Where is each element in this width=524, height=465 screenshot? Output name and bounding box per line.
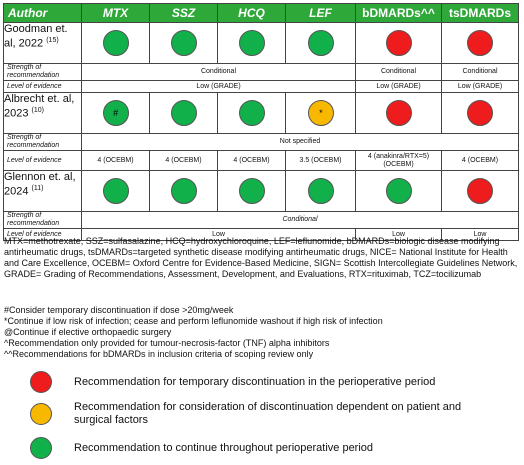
strength-value: Conditional: [355, 63, 442, 81]
evidence-value: 4 (OCEBM): [217, 150, 286, 171]
evidence-value: Low: [81, 228, 356, 241]
strength-label: Strength of recommendation: [3, 133, 82, 151]
study-ref: (10): [31, 107, 44, 114]
header-tsdmards: tsDMARDs: [441, 3, 519, 23]
footnote: @Continue if elective orthopaedic surger…: [4, 327, 172, 337]
study-cell: Glennon et. al, 2024 (11): [3, 170, 82, 212]
green-circle-icon: [238, 100, 265, 126]
strength-row: Strength of recommendation Conditional C…: [3, 63, 519, 81]
evidence-value: Low: [355, 228, 442, 241]
green-circle-icon: [170, 30, 197, 56]
evidence-label: Level of evidence: [3, 150, 82, 171]
red-circle-icon: [30, 371, 52, 393]
footnote: ^^Recommendations for bDMARDs in inclusi…: [4, 349, 314, 359]
green-circle-icon: [385, 178, 412, 204]
evidence-row: Level of evidence Low Low Low: [3, 228, 519, 241]
study-cell: Goodman et. al, 2022 (15): [3, 22, 82, 64]
legend-text: Recommendation to continue throughout pe…: [74, 441, 374, 454]
footnotes: #Consider temporary discontinuation if d…: [4, 305, 519, 360]
red-circle-icon: [385, 100, 412, 126]
study-name: Albrecht et. al, 2023: [4, 93, 75, 120]
study-name: Glennon et. al, 2024: [4, 171, 76, 198]
evidence-value: 4 (OCEBM): [81, 150, 150, 171]
green-circle-icon: [238, 178, 265, 204]
evidence-value: Low (GRADE): [355, 80, 442, 93]
study-ref: (15): [46, 37, 59, 44]
green-circle-icon: #: [102, 100, 129, 126]
green-circle-icon: [30, 437, 52, 459]
evidence-value: 4 (OCEBM): [441, 150, 519, 171]
green-circle-icon: [170, 178, 197, 204]
strength-row: Strength of recommendation Not specified: [3, 133, 519, 151]
table-row: Albrecht et. al, 2023 (10) # *: [3, 92, 519, 134]
header-lef: LEF: [285, 3, 356, 23]
table-row: Goodman et. al, 2022 (15): [3, 22, 519, 64]
header-bdmards: bDMARDs^^: [355, 3, 442, 23]
green-circle-icon: [238, 30, 265, 56]
evidence-row: Level of evidence Low (GRADE) Low (GRADE…: [3, 80, 519, 93]
study-name: Goodman et. al, 2022: [4, 23, 68, 50]
strength-label: Strength of recommendation: [3, 63, 82, 81]
legend-item-amber: Recommendation for consideration of disc…: [30, 401, 494, 427]
strength-value: Conditional: [81, 63, 356, 81]
legend-item-red: Recommendation for temporary discontinua…: [30, 371, 494, 393]
evidence-value: 3.5 (OCEBM): [285, 150, 356, 171]
green-circle-icon: [102, 178, 129, 204]
strength-value: Conditional: [81, 211, 519, 229]
evidence-value-line: 4 (anakinra/RTX=5): [367, 152, 430, 160]
green-circle-icon: [102, 30, 129, 56]
evidence-label: Level of evidence: [3, 80, 82, 93]
evidence-value: Low: [441, 228, 519, 241]
evidence-value: 4 (OCEBM): [149, 150, 218, 171]
strength-label: Strength of recommendation: [3, 211, 82, 229]
study-ref: (11): [31, 185, 44, 192]
abbreviations-text: MTX=methotrexate, SSZ=sulfasalazine, HCQ…: [4, 236, 518, 279]
red-circle-icon: [467, 100, 493, 126]
evidence-value-line: (OCEBM): [383, 160, 414, 168]
evidence-value-bdmard: 4 (anakinra/RTX=5) (OCEBM): [355, 150, 442, 171]
green-circle-icon: [170, 100, 197, 126]
strength-value: Not specified: [81, 133, 519, 151]
green-circle-icon: [307, 30, 334, 56]
footnote: *Continue if low risk of infection; ceas…: [4, 316, 383, 326]
amber-circle-icon: *: [307, 100, 334, 126]
evidence-value: Low (GRADE): [81, 80, 356, 93]
red-circle-icon: [385, 30, 412, 56]
red-circle-icon: [467, 178, 493, 204]
strength-value: Conditional: [441, 63, 519, 81]
amber-circle-icon: [30, 403, 52, 425]
legend-item-green: Recommendation to continue throughout pe…: [30, 437, 494, 459]
legend-text: Recommendation for consideration of disc…: [74, 401, 462, 426]
table-row: Glennon et. al, 2024 (11): [3, 170, 519, 212]
header-mtx: MTX: [81, 3, 150, 23]
study-cell: Albrecht et. al, 2023 (10): [3, 92, 82, 134]
header-ssz: SSZ: [149, 3, 218, 23]
green-circle-icon: [307, 178, 334, 204]
footnote: ^Recommendation only provided for tumour…: [4, 338, 330, 348]
header-author: Author: [3, 3, 82, 23]
header-row: Author MTX SSZ HCQ LEF bDMARDs^^ tsDMARD…: [3, 3, 519, 23]
footnote: #Consider temporary discontinuation if d…: [4, 305, 234, 315]
legend-text: Recommendation for temporary discontinua…: [74, 375, 436, 388]
header-hcq: HCQ: [217, 3, 286, 23]
recommendation-table: Author MTX SSZ HCQ LEF bDMARDs^^ tsDMARD…: [3, 3, 519, 241]
red-circle-icon: [467, 30, 493, 56]
strength-row: Strength of recommendation Conditional: [3, 211, 519, 229]
evidence-row: Level of evidence 4 (OCEBM) 4 (OCEBM) 4 …: [3, 150, 519, 171]
evidence-value: Low (GRADE): [441, 80, 519, 93]
